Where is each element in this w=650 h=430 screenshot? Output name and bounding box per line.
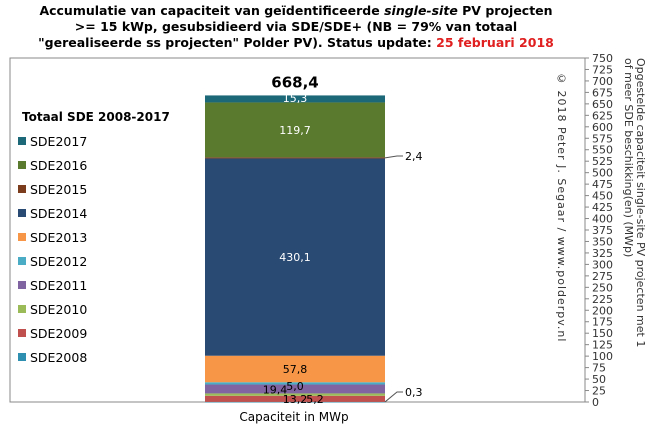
y-tick-label: 600 <box>592 121 613 134</box>
legend-item-sde2009: SDE2009 <box>18 326 87 341</box>
legend-item-sde2013: SDE2013 <box>18 230 87 245</box>
segment-label-sde2014: 430,1 <box>279 251 311 264</box>
legend-item-sde2011: SDE2011 <box>18 278 87 293</box>
y-tick-label: 250 <box>592 281 613 294</box>
y-tick-label: 450 <box>592 190 613 203</box>
segment-label-sde2011: 19,4 <box>263 384 288 397</box>
y-tick-label: 125 <box>592 339 613 352</box>
y-tick-label: 400 <box>592 213 613 226</box>
y-tick-label: 75 <box>592 362 606 375</box>
legend-swatch <box>18 185 26 193</box>
segment-label-sde2017: 15,3 <box>283 92 308 105</box>
y-tick-label: 0 <box>592 396 599 409</box>
legend-item-sde2016: SDE2016 <box>18 158 87 173</box>
legend-label: SDE2014 <box>30 206 87 221</box>
y-tick-label: 25 <box>592 385 606 398</box>
legend-label: SDE2016 <box>30 158 87 173</box>
y-tick-label: 675 <box>592 86 613 99</box>
segment-label-sde2010: 5,2 <box>306 393 324 406</box>
legend-item-sde2017: SDE2017 <box>18 134 87 149</box>
legend-swatch <box>18 137 26 145</box>
bar-segment-sde2009 <box>205 395 385 402</box>
legend-swatch <box>18 233 26 241</box>
y-tick-label: 225 <box>592 293 613 306</box>
y-tick-label: 575 <box>592 132 613 145</box>
y-tick-label: 150 <box>592 327 613 340</box>
bar-segment-sde2013 <box>205 355 385 383</box>
legend-label: SDE2017 <box>30 134 87 149</box>
y-tick-label: 425 <box>592 201 613 214</box>
legend-label: SDE2012 <box>30 254 87 269</box>
total-label: 668,4 <box>271 73 318 91</box>
y-tick-label: 525 <box>592 155 613 168</box>
bar-segment-sde2017 <box>205 95 385 103</box>
y-tick-label: 750 <box>592 52 613 65</box>
segment-label-sde2008: 0,3 <box>405 386 423 399</box>
y-tick-label: 275 <box>592 270 613 283</box>
segment-label-sde2015: 2,4 <box>405 150 423 163</box>
legend-item-sde2015: SDE2015 <box>18 182 87 197</box>
bar-segment-sde2016 <box>205 102 385 158</box>
segment-label-sde2016: 119,7 <box>279 124 311 137</box>
y-tick-label: 175 <box>592 316 613 329</box>
update-date: 25 februari 2018 <box>436 35 554 50</box>
bar-segment-sde2010 <box>205 393 385 396</box>
y-tick-label: 625 <box>592 109 613 122</box>
y-tick-label: 500 <box>592 167 613 180</box>
legend-label: SDE2011 <box>30 278 87 293</box>
legend-swatch <box>18 209 26 217</box>
y-tick-label: 375 <box>592 224 613 237</box>
y-tick-label: 475 <box>592 178 613 191</box>
legend-label: SDE2013 <box>30 230 87 245</box>
y-tick-label: 50 <box>592 373 606 386</box>
leader-line-sde2015 <box>384 155 403 159</box>
y-tick-label: 550 <box>592 144 613 157</box>
segment-label-sde2009: 13,2 <box>283 393 308 406</box>
legend-swatch <box>18 257 26 265</box>
legend-label: SDE2015 <box>30 182 87 197</box>
y-tick-label: 725 <box>592 63 613 76</box>
legend-item-sde2008: SDE2008 <box>18 350 87 365</box>
y-tick-label: 350 <box>592 235 613 248</box>
legend-label: SDE2008 <box>30 350 87 365</box>
legend-item-sde2012: SDE2012 <box>18 254 87 269</box>
y-tick-label: 300 <box>592 258 613 271</box>
legend-swatch <box>18 329 26 337</box>
copyright-note: © 2018 Peter J. Segaar / www.polderpv.nl <box>555 72 568 343</box>
chart-title: Accumulatie van capaciteit van geïdentif… <box>38 3 554 50</box>
y-tick-label: 200 <box>592 304 613 317</box>
y-tick-label: 100 <box>592 350 613 363</box>
legend-swatch <box>18 281 26 289</box>
legend-swatch <box>18 353 26 361</box>
bar-segment-sde2012 <box>205 382 385 385</box>
legend-swatch <box>18 305 26 313</box>
x-axis-label: Capaciteit in MWp <box>239 410 348 424</box>
y-axis-label: Opgestelde capaciteit single-site PV pro… <box>622 58 647 348</box>
bar-segment-sde2011 <box>205 384 385 394</box>
y-tick-label: 700 <box>592 75 613 88</box>
legend-item-sde2010: SDE2010 <box>18 302 87 317</box>
y-tick-label: 325 <box>592 247 613 260</box>
legend-title: Totaal SDE 2008-2017 <box>22 110 170 124</box>
legend-label: SDE2010 <box>30 302 87 317</box>
bar-segment-sde2008 <box>205 401 385 403</box>
legend-item-sde2014: SDE2014 <box>18 206 87 221</box>
segment-label-sde2012: 5,0 <box>286 380 304 393</box>
y-tick-label: 650 <box>592 98 613 111</box>
bar-segment-sde2015 <box>205 157 385 159</box>
segment-label-sde2013: 57,8 <box>283 363 308 376</box>
legend-swatch <box>18 161 26 169</box>
bar-segment-sde2014 <box>205 158 385 356</box>
legend-label: SDE2009 <box>30 326 87 341</box>
leader-line-sde2008 <box>384 391 403 403</box>
